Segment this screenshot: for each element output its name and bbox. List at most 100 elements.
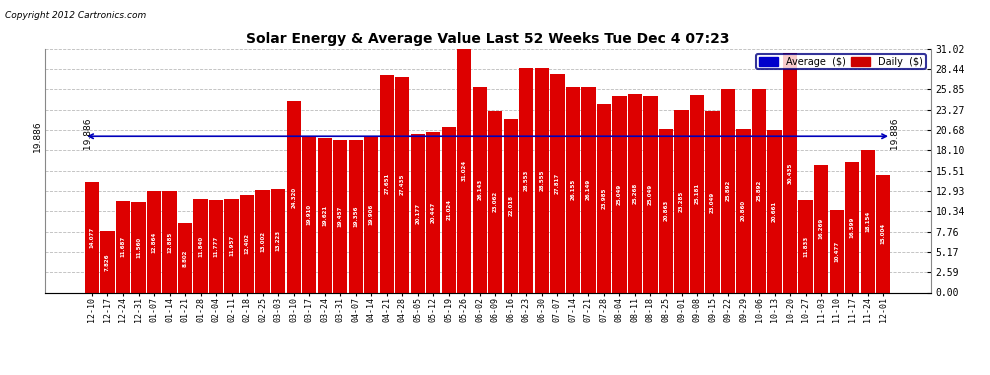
Text: 7.826: 7.826 xyxy=(105,253,110,270)
Text: 22.018: 22.018 xyxy=(508,195,514,216)
Bar xyxy=(348,140,363,292)
Text: 16.269: 16.269 xyxy=(819,218,824,239)
Text: 24.320: 24.320 xyxy=(291,186,296,207)
Text: 25.892: 25.892 xyxy=(726,180,731,201)
Bar xyxy=(860,150,875,292)
Bar xyxy=(488,111,503,292)
Bar xyxy=(644,96,657,292)
Text: 14.077: 14.077 xyxy=(89,226,94,248)
Text: 26.143: 26.143 xyxy=(477,179,482,200)
Bar xyxy=(690,94,704,292)
Text: 26.155: 26.155 xyxy=(570,179,575,200)
Text: 20.860: 20.860 xyxy=(742,200,746,221)
Text: 26.149: 26.149 xyxy=(586,179,591,200)
Text: 8.802: 8.802 xyxy=(182,249,187,267)
Bar xyxy=(100,231,115,292)
Bar xyxy=(318,138,332,292)
Text: 23.285: 23.285 xyxy=(679,190,684,211)
Bar xyxy=(550,74,564,292)
Bar xyxy=(178,224,192,292)
Bar xyxy=(162,191,176,292)
Text: 23.062: 23.062 xyxy=(493,191,498,213)
Bar xyxy=(535,68,549,292)
Bar xyxy=(364,136,378,292)
Bar xyxy=(116,201,130,292)
Bar xyxy=(581,87,596,292)
Bar xyxy=(147,191,161,292)
Text: 12.864: 12.864 xyxy=(151,231,156,253)
Text: 25.892: 25.892 xyxy=(756,180,761,201)
Bar xyxy=(209,200,223,292)
Bar xyxy=(628,94,643,292)
Text: 25.049: 25.049 xyxy=(648,183,653,205)
Text: 30.435: 30.435 xyxy=(788,162,793,184)
Text: 20.177: 20.177 xyxy=(415,202,421,224)
Text: 27.651: 27.651 xyxy=(384,173,389,195)
Text: 23.985: 23.985 xyxy=(602,188,607,209)
Text: 19.906: 19.906 xyxy=(368,204,373,225)
Text: 11.833: 11.833 xyxy=(803,236,808,256)
Text: 25.268: 25.268 xyxy=(633,183,638,204)
Bar xyxy=(193,200,208,292)
Bar xyxy=(565,87,580,292)
Text: 19.910: 19.910 xyxy=(307,204,312,225)
Bar xyxy=(830,210,843,292)
Text: 21.024: 21.024 xyxy=(446,200,451,220)
Bar xyxy=(752,89,766,292)
Text: 11.957: 11.957 xyxy=(229,235,234,256)
Bar xyxy=(225,198,239,292)
Bar xyxy=(379,75,394,292)
Bar xyxy=(442,127,456,292)
Bar xyxy=(286,101,301,292)
Text: 11.560: 11.560 xyxy=(136,237,141,258)
Text: 19.886: 19.886 xyxy=(891,119,900,153)
Text: 13.223: 13.223 xyxy=(275,230,280,251)
Bar xyxy=(457,49,471,292)
Bar xyxy=(395,77,410,292)
Bar xyxy=(504,120,518,292)
Text: 18.154: 18.154 xyxy=(865,210,870,232)
Text: 28.555: 28.555 xyxy=(540,170,545,191)
Bar xyxy=(706,111,720,292)
Bar xyxy=(472,87,487,292)
Legend: Average  ($), Daily  ($): Average ($), Daily ($) xyxy=(755,54,926,69)
Bar xyxy=(597,104,611,292)
Bar xyxy=(721,89,736,292)
Bar xyxy=(799,200,813,292)
Bar xyxy=(411,134,425,292)
Bar xyxy=(519,68,534,292)
Text: 19.886: 19.886 xyxy=(33,120,43,152)
Text: 12.402: 12.402 xyxy=(245,233,249,254)
Bar xyxy=(85,182,99,292)
Text: 31.024: 31.024 xyxy=(461,160,467,181)
Bar xyxy=(814,165,829,292)
Text: 20.661: 20.661 xyxy=(772,201,777,222)
Bar xyxy=(845,162,859,292)
Text: 19.356: 19.356 xyxy=(353,206,358,227)
Text: 19.886: 19.886 xyxy=(84,119,93,153)
Bar xyxy=(271,189,285,292)
Title: Solar Energy & Average Value Last 52 Weeks Tue Dec 4 07:23: Solar Energy & Average Value Last 52 Wee… xyxy=(246,32,730,46)
Text: 23.049: 23.049 xyxy=(710,191,715,213)
Text: 11.777: 11.777 xyxy=(214,236,219,257)
Text: 25.049: 25.049 xyxy=(617,183,622,205)
Bar xyxy=(876,175,890,292)
Text: 27.817: 27.817 xyxy=(554,172,560,194)
Text: 16.599: 16.599 xyxy=(849,217,854,238)
Bar xyxy=(783,53,797,292)
Bar xyxy=(302,136,316,292)
Bar xyxy=(767,130,782,292)
Text: 15.004: 15.004 xyxy=(881,223,886,244)
Bar xyxy=(132,202,146,292)
Bar xyxy=(426,132,441,292)
Bar xyxy=(255,190,269,292)
Text: 27.435: 27.435 xyxy=(400,174,405,195)
Text: 20.863: 20.863 xyxy=(663,200,668,221)
Bar xyxy=(240,195,254,292)
Text: 25.181: 25.181 xyxy=(695,183,700,204)
Text: 19.457: 19.457 xyxy=(338,206,343,227)
Text: Copyright 2012 Cartronics.com: Copyright 2012 Cartronics.com xyxy=(5,11,147,20)
Bar xyxy=(674,110,689,292)
Text: 28.553: 28.553 xyxy=(524,170,529,191)
Text: 13.002: 13.002 xyxy=(260,231,265,252)
